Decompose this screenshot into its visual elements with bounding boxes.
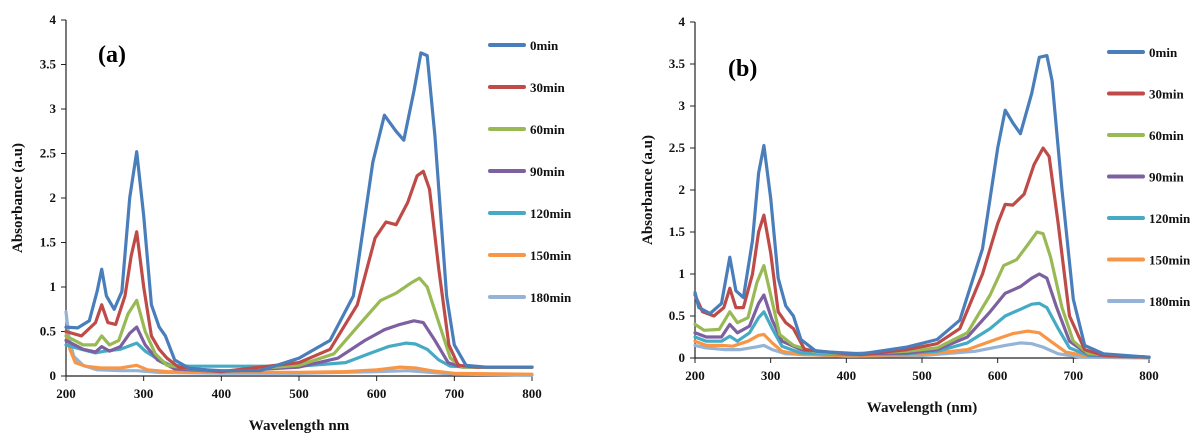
legend: 0min 30min 60min 90min 120min 150min 180min (1107, 45, 1191, 309)
y-tick-label: 3.5 (40, 57, 57, 72)
series-group (693, 54, 1151, 360)
x-axis-label: Wavelength nm (249, 418, 350, 434)
y-tick-label: 0 (679, 350, 686, 365)
legend-label: 0min (530, 38, 559, 53)
y-tick-label: 2.5 (669, 140, 686, 155)
legend-label: 30min (530, 80, 565, 95)
series-line-150min (64, 329, 534, 376)
x-tick-label: 200 (685, 368, 705, 383)
x-tick-label: 400 (837, 368, 857, 383)
x-tick-label: 800 (1139, 368, 1159, 383)
y-tick-label: 0.5 (40, 324, 57, 339)
legend-label: 180min (1149, 294, 1191, 309)
x-tick-label: 600 (367, 386, 387, 401)
series-line-0min (693, 54, 1151, 359)
legend-label: 90min (1149, 170, 1184, 185)
chart-a: 0 0.5 1 1.5 2 2.5 3 3.5 4 200 300 400 500 600 700 800 Wa… (10, 12, 572, 434)
x-tick-label: 300 (761, 368, 781, 383)
legend-label: 0min (1149, 45, 1178, 60)
y-tick-label: 1 (50, 279, 57, 294)
x-tick-label: 700 (1064, 368, 1084, 383)
chart-panel-b: 0 0.5 1 1.5 2 2.5 3 3.5 4 200 300 400 500 600 700 800 Wa… (604, 0, 1204, 436)
x-tick-label: 500 (289, 386, 309, 401)
legend-label: 60min (1149, 128, 1184, 143)
series-line-60min (693, 230, 1151, 359)
legend-label: 30min (1149, 87, 1184, 102)
y-tick-label: 1.5 (40, 235, 57, 250)
x-tick-label: 600 (988, 368, 1008, 383)
legend-label: 120min (530, 206, 572, 221)
legend-label: 150min (530, 248, 572, 263)
y-tick-label: 0 (50, 368, 57, 383)
legend: 0min 30min 60min 90min 120min 150min 180min (488, 38, 572, 305)
x-tick-label: 300 (134, 386, 154, 401)
x-tick-label: 400 (212, 386, 232, 401)
legend-label: 150min (1149, 253, 1191, 268)
x-tick-label: 700 (445, 386, 465, 401)
panel-label: (b) (728, 56, 757, 82)
legend-label: 60min (530, 122, 565, 137)
series-line-30min (64, 169, 534, 374)
y-tick-label: 0.5 (669, 308, 686, 323)
y-tick-label: 1 (679, 266, 686, 281)
legend-label: 90min (530, 164, 565, 179)
y-tick-label: 3 (50, 101, 57, 116)
y-tick-label: 4 (679, 14, 686, 29)
y-tick-label: 1.5 (669, 224, 686, 239)
y-tick-label: 2.5 (40, 146, 57, 161)
legend-label: 120min (1149, 211, 1191, 226)
y-tick-label: 2 (679, 182, 686, 197)
x-tick-label: 500 (912, 368, 932, 383)
series-line-0min (64, 51, 534, 373)
series-line-90min (693, 272, 1151, 359)
x-axis-label: Wavelength (nm) (867, 400, 977, 416)
y-tick-label: 3 (679, 98, 686, 113)
x-tick-label: 800 (522, 386, 542, 401)
y-axis-label: Absorbance (a.u) (10, 143, 26, 253)
y-tick-label: 3.5 (669, 56, 686, 71)
legend-label: 180min (530, 290, 572, 305)
chart-b: 0 0.5 1 1.5 2 2.5 3 3.5 4 200 300 400 500 600 700 800 Wa… (640, 14, 1191, 416)
series-group (64, 51, 534, 377)
y-tick-label: 4 (50, 12, 57, 27)
x-tick-label: 200 (56, 386, 76, 401)
chart-panel-a: 0 0.5 1 1.5 2 2.5 3 3.5 4 200 300 400 500 600 700 800 Wa… (0, 0, 600, 436)
y-axis-label: Absorbance (a.u) (640, 135, 656, 245)
panel-label: (a) (98, 42, 126, 68)
y-tick-label: 2 (50, 190, 57, 205)
